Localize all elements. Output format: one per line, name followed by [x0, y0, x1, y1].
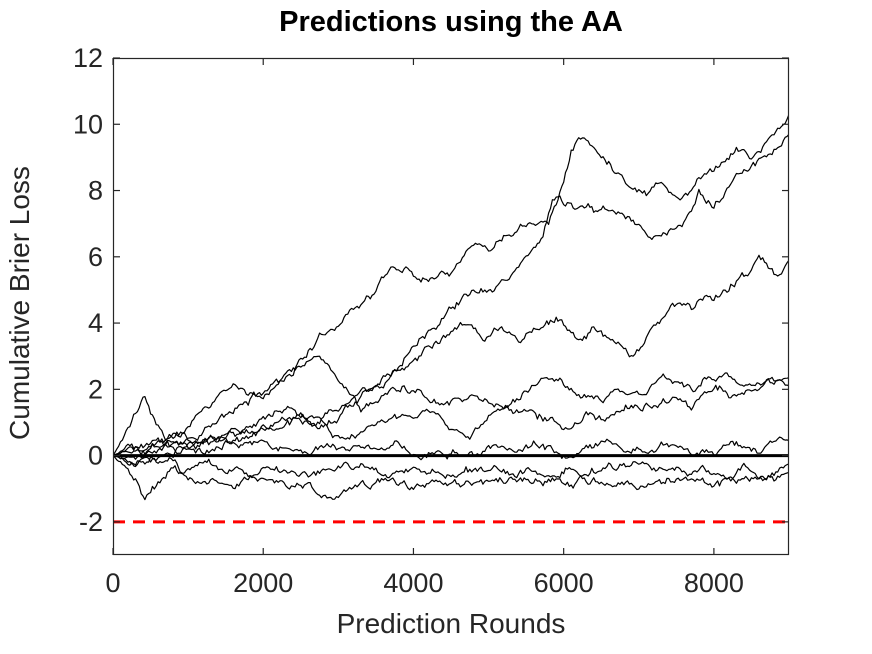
x-tick-label: 4000 [383, 568, 443, 598]
series-line-expert-2 [113, 133, 789, 468]
y-tick-label: 6 [88, 242, 103, 272]
y-tick-label: 12 [73, 43, 103, 73]
x-tick-label: 0 [105, 568, 120, 598]
series-line-expert-3 [113, 254, 789, 457]
series-line-expert-5 [113, 376, 789, 460]
y-tick-label: 2 [88, 374, 103, 404]
series-line-expert-8 [113, 455, 789, 500]
tick-marks [112, 57, 789, 555]
series-line-expert-7 [113, 455, 789, 501]
series-group [113, 114, 789, 524]
y-tick-label: 4 [88, 308, 103, 338]
y-axis-label: Cumulative Brier Loss [4, 166, 35, 440]
series-line-expert-4 [113, 355, 789, 457]
y-tick-label: -2 [79, 507, 103, 537]
y-tick-label: 8 [88, 176, 103, 206]
axis-box [112, 57, 790, 556]
y-tick-label: 0 [88, 441, 103, 471]
x-tick-label: 2000 [233, 568, 293, 598]
y-tick-label: 10 [73, 109, 103, 139]
x-tick-label: 8000 [684, 568, 744, 598]
series-line-expert-1 [113, 114, 789, 457]
x-axis-label: Prediction Rounds [336, 608, 566, 639]
x-tick-label: 6000 [534, 568, 594, 598]
chart-title: Predictions using the AA [279, 6, 623, 38]
